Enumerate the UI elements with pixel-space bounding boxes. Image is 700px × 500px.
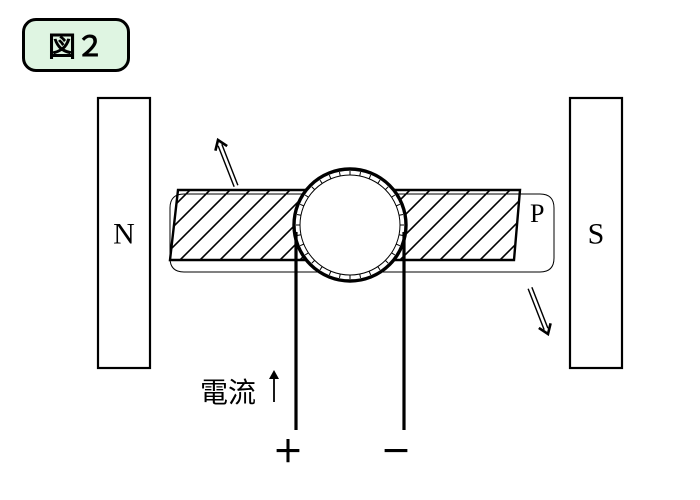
terminal-plus: ＋ [273,436,303,469]
force-arrow-left-up-shaft [218,146,234,187]
figure-label-text: 図２ [48,25,104,65]
diagram-canvas: P N S ＋ － 電流 [0,0,700,500]
terminal-minus: － [381,436,411,469]
force-arrow-left-up-head [215,140,227,151]
force-arrow-right-down-head [539,323,551,334]
magnet-s-label: S [588,218,605,251]
figure-label-badge: 図２ [22,18,130,72]
current-arrow-head [269,370,279,379]
commutator-outer [294,169,406,281]
force-arrow-left-up-shaft [222,144,238,185]
magnet-n-label: N [113,218,135,251]
current-label: 電流 [200,377,256,408]
p-label: P [530,199,544,228]
force-arrow-right-down-shaft [532,287,548,328]
force-arrow-right-down-shaft [528,289,544,330]
